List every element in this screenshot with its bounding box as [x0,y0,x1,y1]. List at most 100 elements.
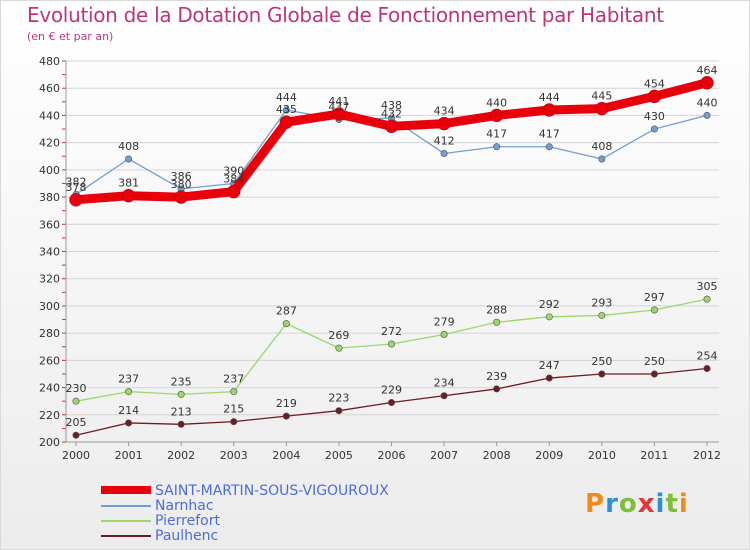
data-point [125,388,133,396]
data-point [542,103,556,117]
data-point [384,119,399,134]
legend-swatch [101,505,151,507]
data-label: 279 [434,316,455,329]
data-label: 454 [644,77,665,90]
legend-swatch [101,520,151,522]
data-label: 386 [171,170,192,183]
data-point [598,370,606,378]
chart-title: Evolution de la Dotation Globale de Fonc… [27,3,664,27]
data-point [177,390,185,398]
data-label: 214 [118,404,139,417]
data-point [598,311,606,319]
data-point [700,76,714,90]
data-label: 440 [697,96,718,109]
x-tick-label: 2003 [220,449,248,462]
data-labels-layer: 378 381 380 384 435 441 432 434 440 444 445 454 464 3… [66,64,718,429]
data-label: 382 [66,175,87,188]
data-label: 288 [486,303,507,316]
data-label: 441 [328,95,349,108]
data-label: 408 [118,140,139,153]
data-point [650,125,658,133]
data-label: 219 [276,397,297,410]
data-label: 230 [66,382,87,395]
data-point [230,418,238,426]
y-tick-label: 460 [39,82,60,95]
data-label: 408 [591,140,612,153]
data-point [647,89,662,104]
data-label: 412 [434,135,455,148]
data-label: 213 [171,405,192,418]
data-point [440,150,448,158]
data-point [282,320,290,328]
data-label: 380 [171,178,192,191]
legend-label: Narnhac [155,498,214,514]
data-label: 223 [328,392,349,405]
data-point [545,374,553,382]
y-tick-label: 340 [39,246,60,259]
legend-label: Pierrefort [155,513,220,529]
data-point [493,385,501,393]
data-label: 437 [328,101,349,114]
data-point [125,419,133,427]
y-tick-label: 200 [39,436,60,449]
y-tick-label: 240 [39,382,60,395]
y-tick-label: 220 [39,409,60,422]
x-tick-label: 2000 [62,449,90,462]
data-point [279,115,294,129]
data-label: 239 [486,370,507,383]
y-tick-label: 360 [39,218,60,231]
data-point [598,155,606,163]
data-point [440,392,448,400]
data-label: 390 [223,164,244,177]
data-label: 269 [328,329,349,342]
data-point [72,397,80,405]
data-label: 445 [591,90,612,103]
legend-swatch [101,535,151,537]
data-point [332,107,346,121]
x-tick-label: 2007 [430,449,458,462]
data-point [387,340,395,348]
data-label: 381 [118,177,139,190]
x-tick-label: 2005 [325,449,353,462]
data-label: 215 [223,403,244,416]
legend-label: SAINT-MARTIN-SOUS-VIGOUROUX [155,483,389,499]
data-label: 440 [486,96,507,109]
data-label: 272 [381,325,402,338]
x-tick-label: 2011 [640,449,668,462]
y-tick-label: 440 [39,109,60,122]
data-point [335,344,343,352]
data-label: 250 [644,355,665,368]
data-label: 229 [381,384,402,397]
y-tick-label: 380 [39,191,60,204]
data-label: 254 [697,350,718,363]
data-point [650,306,658,314]
data-label: 464 [697,64,718,77]
data-label: 234 [434,377,455,390]
data-point [125,155,133,163]
y-tick-label: 320 [39,273,60,286]
x-tick-label: 2001 [115,449,143,462]
data-point [387,399,395,407]
data-label: 378 [66,181,87,194]
x-tick-label: 2004 [272,449,300,462]
x-tick-label: 2010 [588,449,616,462]
data-label: 237 [118,373,139,386]
data-point [282,106,290,114]
data-point [545,143,553,151]
data-point [437,116,451,131]
data-point [69,193,83,207]
data-label: 205 [66,416,87,429]
data-point [493,318,501,326]
data-label: 287 [276,305,297,318]
x-tick-label: 2006 [378,449,406,462]
series-layer [69,76,714,439]
data-point [335,407,343,415]
x-tick-label: 2009 [535,449,563,462]
data-label: 250 [591,355,612,368]
data-label: 297 [644,291,665,304]
data-label: 293 [591,296,612,309]
data-label: 247 [539,359,560,372]
chart-subtitle: (en € et par an) [27,30,114,43]
data-label: 444 [276,91,297,104]
x-tick-label: 2008 [483,449,511,462]
